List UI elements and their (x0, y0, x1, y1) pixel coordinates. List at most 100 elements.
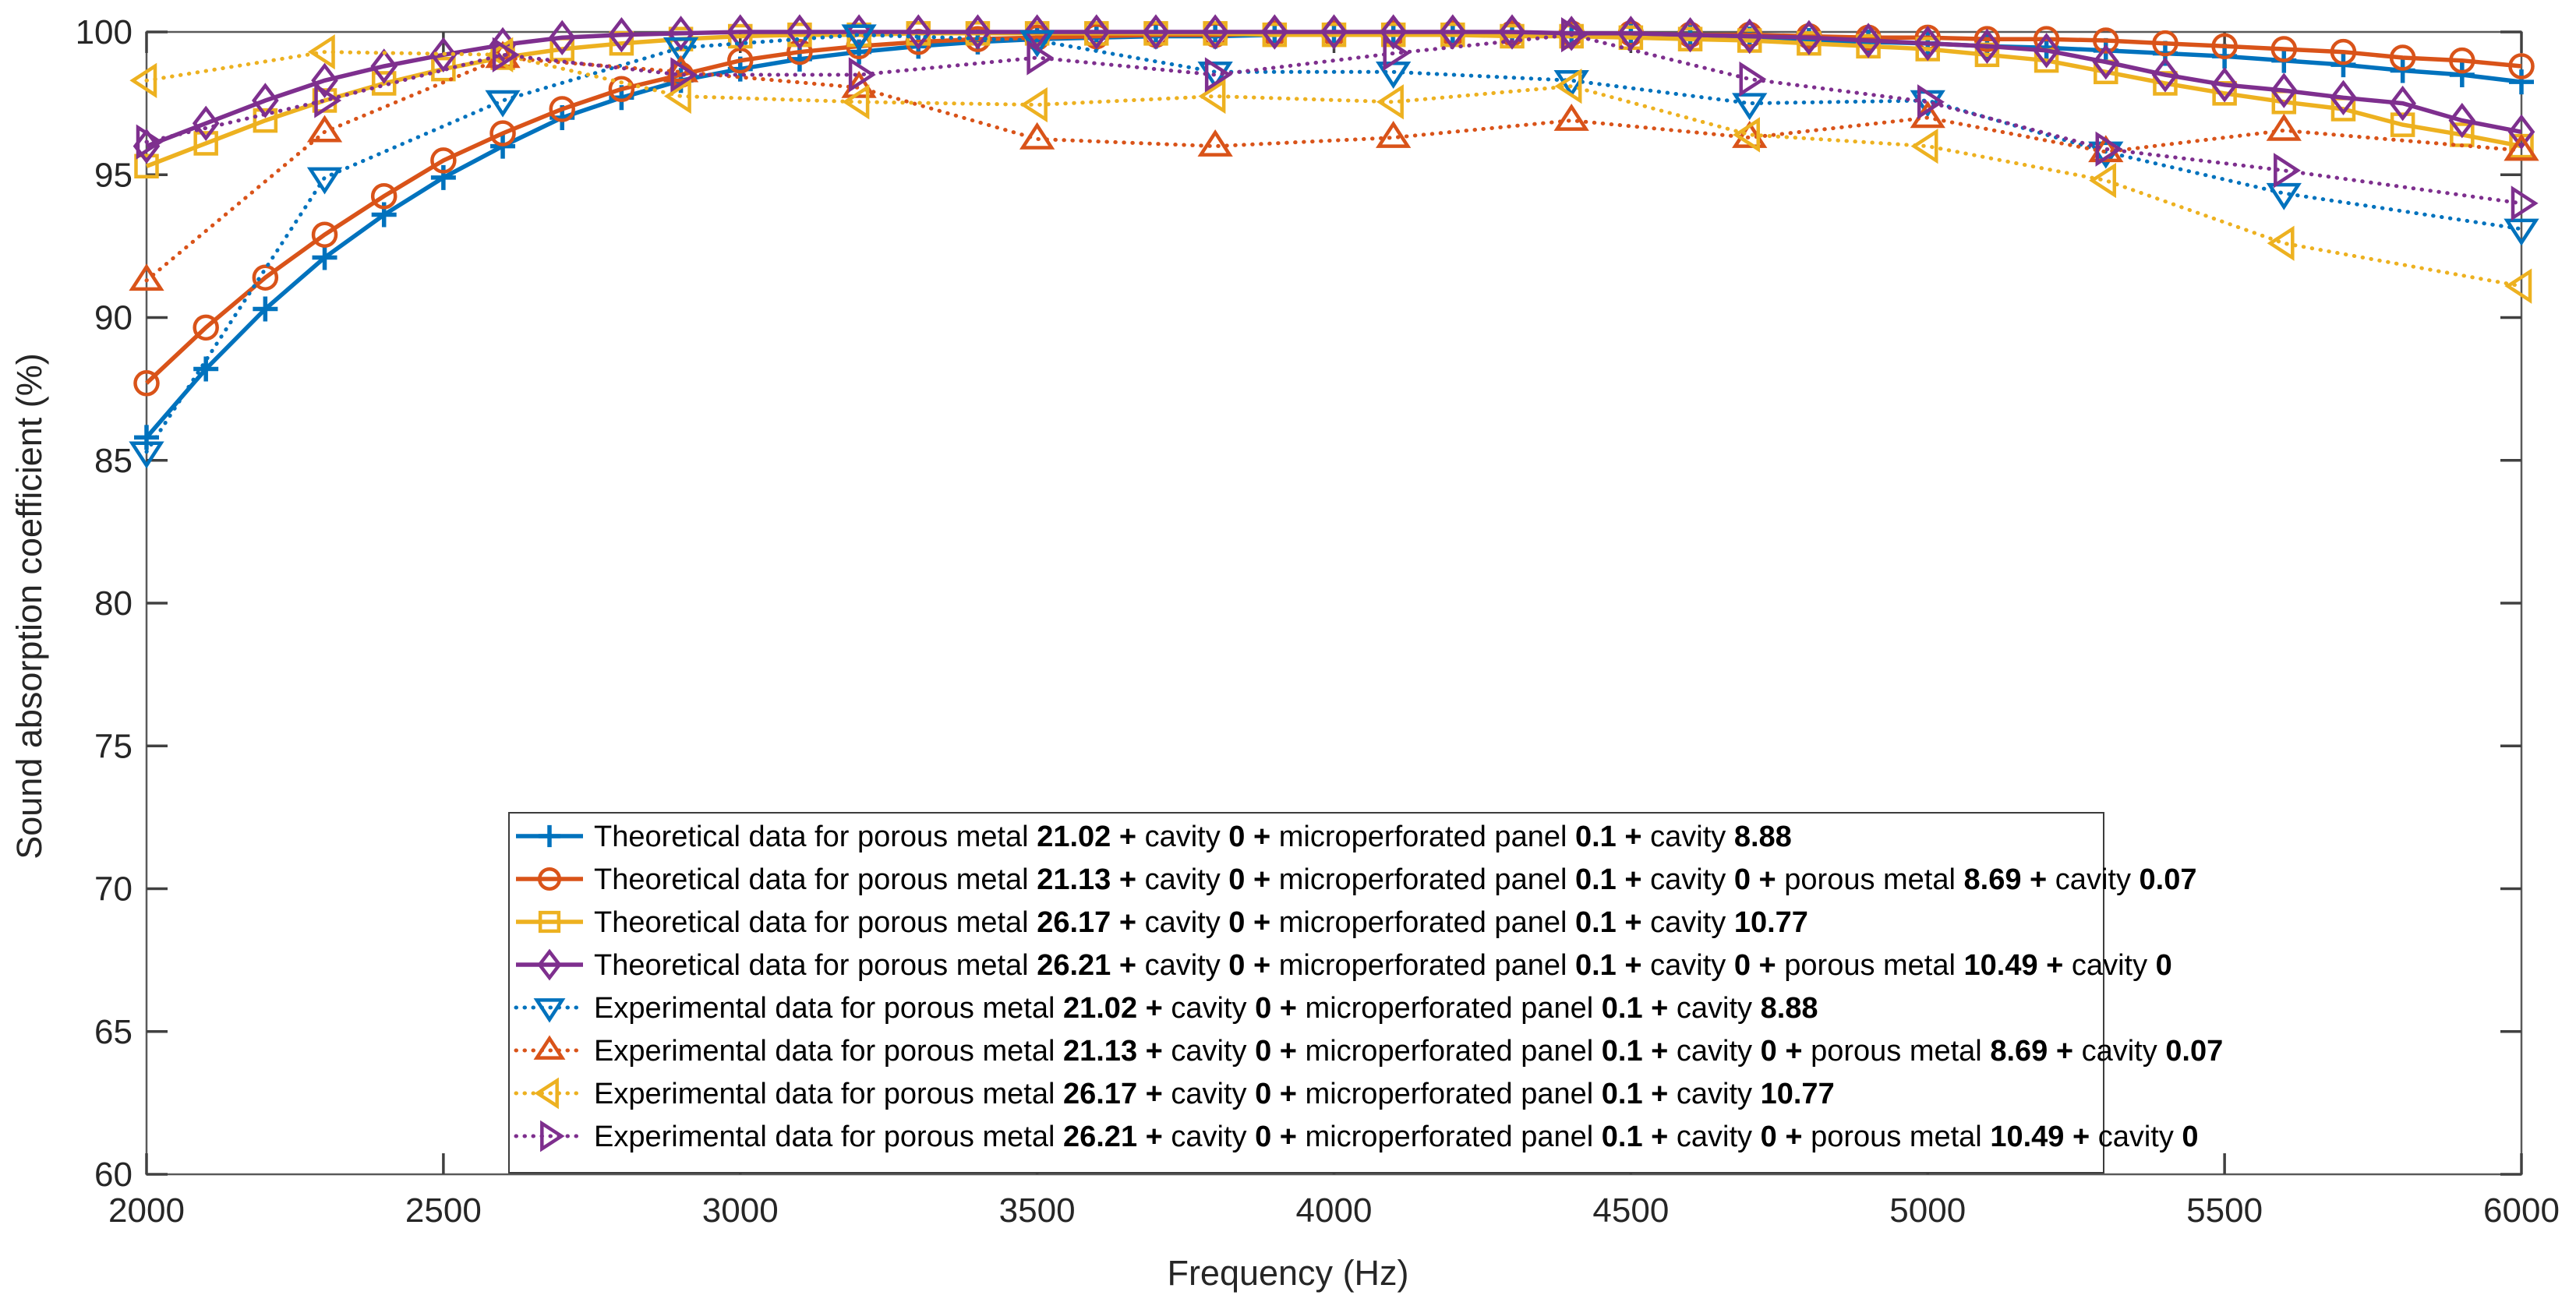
marker-circle (2093, 27, 2119, 54)
marker-triangle-up (1553, 103, 1589, 131)
marker-triangle-down (663, 37, 699, 65)
marker-square (431, 56, 456, 82)
marker-circle (2270, 36, 2298, 62)
marker-diamond (537, 948, 562, 981)
marker-triangle-up (533, 1035, 566, 1060)
marker-diamond (429, 37, 458, 73)
marker-plus (193, 356, 219, 382)
marker-triangle-up (306, 115, 343, 143)
marker-circle (786, 38, 813, 65)
marker-diamond (1320, 14, 1348, 50)
marker-diamond (608, 16, 635, 53)
marker-circle (2152, 30, 2178, 57)
marker-triangle-left (1376, 84, 1404, 120)
marker-square (193, 131, 218, 156)
marker-circle (252, 264, 279, 291)
marker-circle (537, 867, 562, 891)
marker-diamond (2151, 57, 2179, 93)
series-line-7 (144, 50, 2524, 288)
marker-circle (311, 221, 338, 248)
y-tick-label: 90 (94, 299, 133, 337)
marker-triangle-left (1910, 128, 1938, 164)
marker-diamond (1083, 14, 1111, 50)
marker-diamond (1201, 14, 1229, 50)
marker-triangle-down (533, 998, 566, 1023)
marker-diamond (904, 14, 932, 50)
marker-square (538, 910, 561, 934)
series-line-3 (146, 31, 2522, 168)
marker-circle (133, 370, 160, 397)
marker-diamond (1677, 16, 1704, 53)
y-tick-label: 60 (94, 1156, 133, 1194)
marker-triangle-right (1383, 35, 1411, 72)
series-line-4 (146, 30, 2522, 149)
marker-triangle-down (2504, 218, 2539, 246)
marker-triangle-right (492, 37, 520, 72)
marker-diamond (1260, 14, 1288, 50)
series-line-2 (145, 31, 2522, 385)
x-tick-label: 2000 (108, 1191, 185, 1230)
marker-diamond (2033, 33, 2060, 69)
marker-triangle-left (1019, 86, 1048, 123)
marker-diamond (2092, 44, 2120, 80)
series-line-8 (144, 33, 2524, 206)
marker-triangle-left (486, 37, 514, 72)
marker-triangle-left (1554, 68, 1582, 104)
marker-triangle-left (842, 84, 870, 120)
marker-triangle-down (2266, 182, 2302, 210)
marker-triangle-up (1019, 122, 1055, 150)
legend-item-label: Experimental data for porous metal 26.17… (594, 1078, 1835, 1110)
marker-diamond (192, 105, 220, 141)
marker-circle (549, 96, 575, 122)
marker-diamond (370, 48, 398, 84)
marker-square (253, 108, 278, 133)
marker-circle (430, 147, 457, 174)
marker-diamond (2210, 67, 2239, 103)
marker-diamond (1854, 23, 1882, 58)
marker-triangle-left (1198, 78, 1226, 115)
marker-diamond (2448, 102, 2476, 139)
y-tick-label: 70 (94, 870, 133, 909)
marker-triangle-left (129, 62, 157, 98)
marker-diamond (1498, 14, 1526, 50)
marker-triangle-left (1733, 117, 1760, 153)
marker-triangle-left (534, 1077, 559, 1110)
marker-triangle-right (2274, 153, 2301, 189)
marker-triangle-left (2089, 162, 2117, 199)
series-line-5 (144, 33, 2524, 454)
marker-plus (430, 164, 456, 190)
legend-item-label: Experimental data for porous metal 21.13… (594, 1035, 2223, 1068)
legend-item-label: Theoretical data for porous metal 21.13 … (594, 863, 2196, 896)
legend-box (508, 812, 2104, 1174)
marker-triangle-up (2266, 113, 2302, 141)
marker-diamond (548, 19, 576, 56)
marker-circle (370, 182, 398, 210)
marker-plus (2509, 69, 2534, 95)
marker-triangle-right (2095, 131, 2123, 167)
x-tick-label: 4000 (1296, 1191, 1373, 1230)
marker-triangle-up (1376, 120, 1412, 148)
y-tick-label: 75 (94, 727, 133, 765)
marker-triangle-right (314, 83, 342, 118)
marker-diamond (786, 14, 814, 50)
marker-circle (489, 120, 516, 146)
marker-diamond (1736, 18, 1764, 55)
y-tick-label: 100 (76, 13, 133, 51)
marker-circle (2449, 47, 2475, 74)
marker-triangle-down (485, 90, 521, 118)
series-line-6 (144, 55, 2524, 283)
marker-triangle-right (2511, 185, 2539, 221)
marker-plus (253, 296, 278, 322)
marker-circle (608, 76, 635, 103)
legend-item-label: Theoretical data for porous metal 26.17 … (594, 906, 1808, 939)
marker-circle (2389, 44, 2416, 71)
legend-item-label: Theoretical data for porous metal 21.02 … (594, 821, 1792, 853)
marker-triangle-right (848, 57, 876, 93)
marker-square (371, 71, 397, 96)
marker-triangle-up (1197, 129, 1233, 157)
marker-triangle-left (2267, 225, 2295, 261)
marker-diamond (2330, 79, 2357, 116)
marker-triangle-down (841, 24, 877, 52)
